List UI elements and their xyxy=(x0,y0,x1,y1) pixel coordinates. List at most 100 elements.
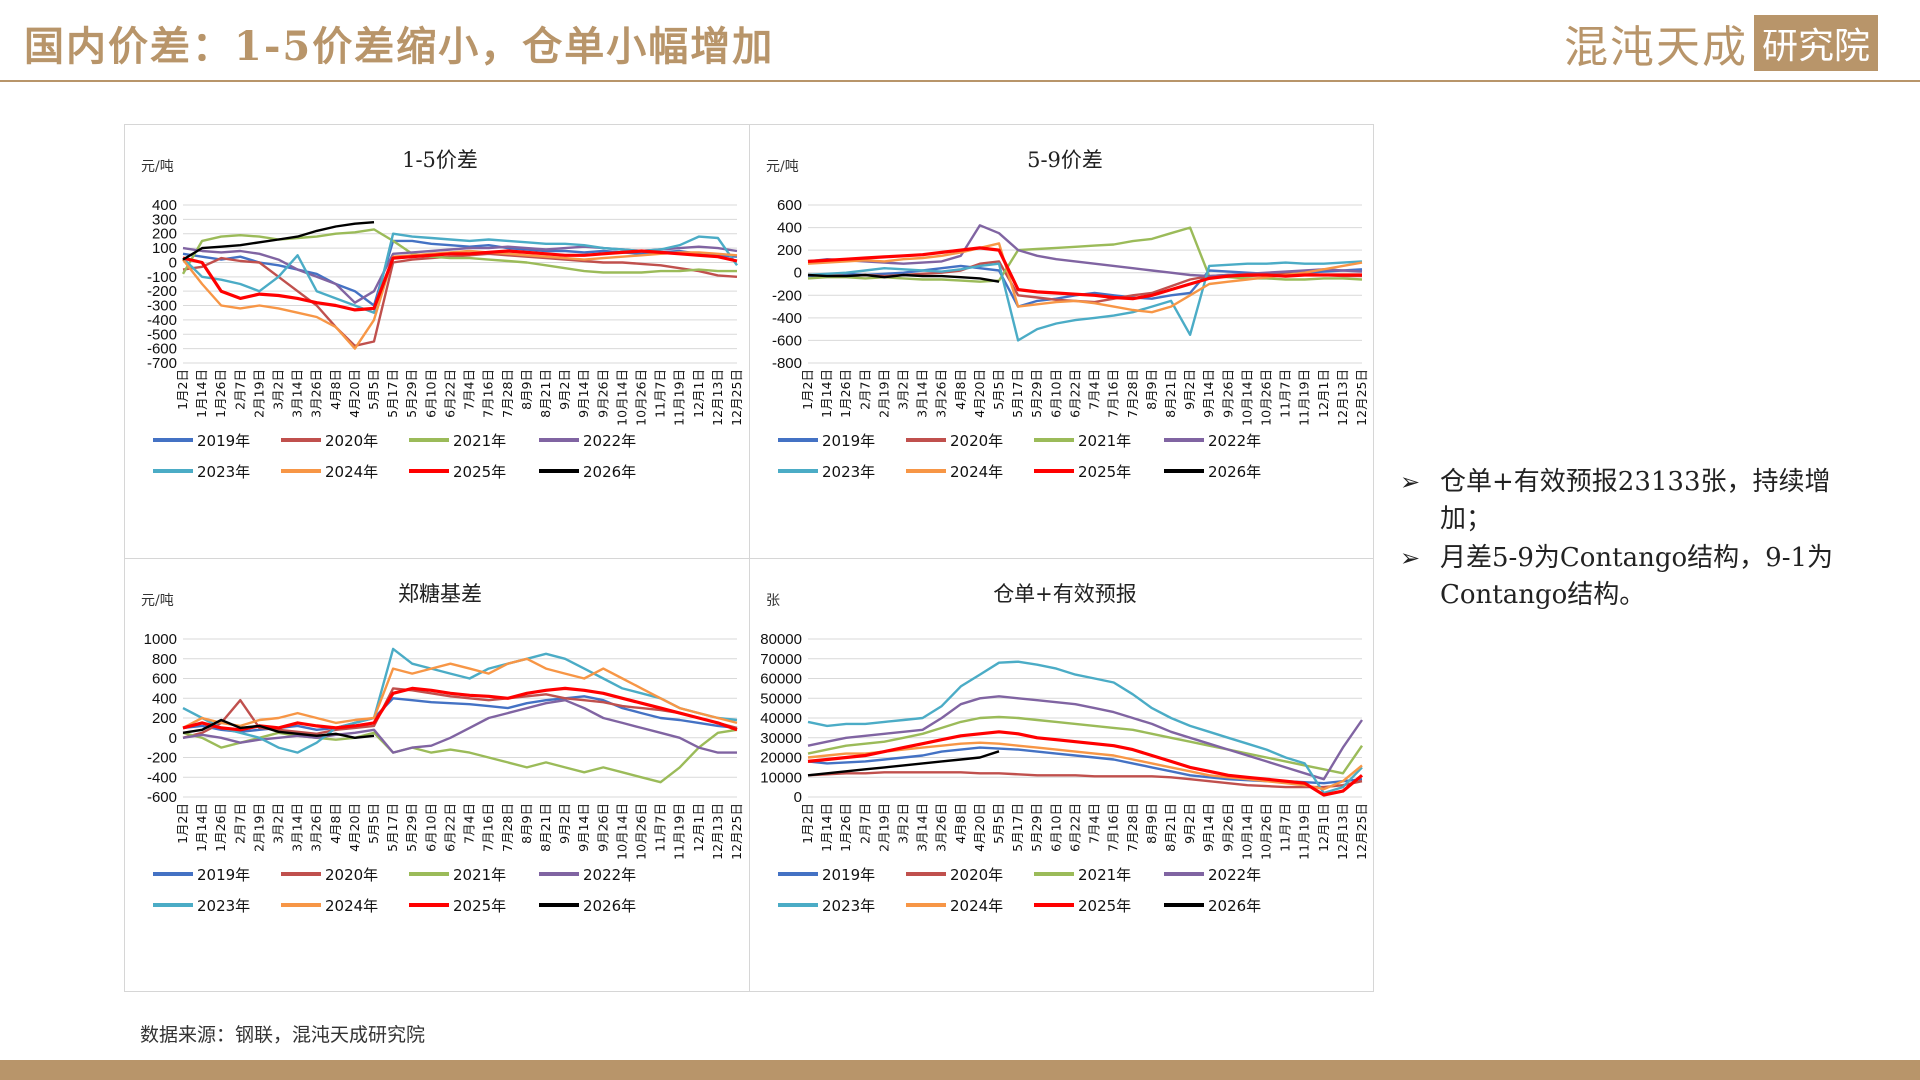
legend-label: 2020年 xyxy=(325,432,378,450)
footer-bar xyxy=(0,1060,1920,1080)
x-tick-label: 4月20日 xyxy=(972,803,987,852)
x-tick-label: 12月13日 xyxy=(710,803,725,860)
series-line-2024 xyxy=(182,657,738,729)
page-title: 国内价差：1-5价差缩小，仓单小幅增加 xyxy=(24,23,775,70)
y-tick-label: -400 xyxy=(147,312,177,329)
x-tick-label: 5月17日 xyxy=(385,803,400,852)
y-tick-label: 200 xyxy=(777,242,802,259)
legend-label: 2019年 xyxy=(822,432,875,450)
x-tick-label: 10月14日 xyxy=(614,369,629,426)
x-tick-label: 5月5日 xyxy=(991,803,1006,844)
series-line-2021 xyxy=(807,715,1363,775)
x-tick-label: 9月26日 xyxy=(595,369,610,418)
y-tick-label: 200 xyxy=(152,710,177,727)
series-line-2020 xyxy=(182,687,738,739)
x-tick-label: 10月14日 xyxy=(1239,803,1254,860)
series-line-2025 xyxy=(182,249,738,312)
series-line-2021 xyxy=(182,728,738,784)
x-tick-label: 9月2日 xyxy=(557,803,572,844)
x-tick-label: 7月28日 xyxy=(500,369,515,418)
series-line-2023 xyxy=(807,260,1363,342)
x-tick-label: 12月25日 xyxy=(729,369,744,426)
x-tick-label: 12月13日 xyxy=(710,369,725,426)
y-tick-label: 300 xyxy=(152,211,177,228)
x-tick-label: 7月16日 xyxy=(1106,803,1121,852)
y-tick-label: 10000 xyxy=(760,769,802,786)
chart-title: 仓单+有效预报 xyxy=(993,582,1137,606)
x-tick-label: 1月26日 xyxy=(838,803,853,852)
x-tick-label: 1月14日 xyxy=(819,369,834,418)
series-line-2024 xyxy=(182,249,738,350)
x-tick-label: 6月10日 xyxy=(1048,369,1063,418)
x-tick-label: 6月22日 xyxy=(1067,803,1082,852)
legend-label: 2023年 xyxy=(822,463,875,481)
series-line-2025 xyxy=(807,246,1362,301)
x-tick-label: 7月16日 xyxy=(1106,369,1121,418)
x-tick-label: 1月26日 xyxy=(838,369,853,418)
y-tick-label: 40000 xyxy=(760,710,802,727)
logo-box: 研究院 xyxy=(1753,15,1878,71)
x-tick-label: 12月1日 xyxy=(1316,369,1331,418)
y-tick-label: -500 xyxy=(147,326,177,343)
legend-label: 2022年 xyxy=(583,432,636,450)
y-tick-label: 600 xyxy=(152,671,177,688)
x-tick-label: 7月16日 xyxy=(481,803,496,852)
y-tick-label: -200 xyxy=(772,287,802,304)
x-tick-label: 2月19日 xyxy=(251,369,266,418)
y-tick-label: -200 xyxy=(147,283,177,300)
x-tick-label: 4月8日 xyxy=(953,369,968,410)
x-tick-label: 1月2日 xyxy=(800,369,815,410)
panel-divider-horizontal xyxy=(125,558,1373,559)
x-tick-label: 5月5日 xyxy=(366,369,381,410)
x-tick-label: 12月25日 xyxy=(729,803,744,860)
x-tick-label: 1月14日 xyxy=(819,803,834,852)
series-line-2022 xyxy=(807,695,1363,781)
legend-label: 2023年 xyxy=(197,897,250,915)
x-tick-label: 9月26日 xyxy=(595,803,610,852)
x-tick-label: 5月29日 xyxy=(1029,369,1044,418)
unit-label: 张 xyxy=(766,593,780,609)
arrow-bullet-icon: ➢ xyxy=(1400,544,1421,572)
x-tick-label: 2月19日 xyxy=(251,803,266,852)
x-tick-label: 12月25日 xyxy=(1354,803,1369,860)
x-tick-label: 3月14日 xyxy=(915,369,930,418)
x-tick-label: 10月14日 xyxy=(614,803,629,860)
x-tick-label: 8月9日 xyxy=(1144,369,1159,410)
x-tick-label: 5月17日 xyxy=(385,369,400,418)
y-tick-label: 30000 xyxy=(760,730,802,747)
chart-title: 5-9价差 xyxy=(1027,148,1103,172)
x-tick-label: 3月2日 xyxy=(896,803,911,844)
x-tick-label: 1月26日 xyxy=(213,803,228,852)
y-tick-label: 400 xyxy=(152,197,177,214)
note-text: 月差5-9为Contango结构，9-1为Contango结构。 xyxy=(1440,543,1834,610)
x-tick-label: 8月21日 xyxy=(1163,803,1178,852)
x-tick-label: 10月26日 xyxy=(1258,369,1273,426)
legend-label: 2025年 xyxy=(1078,897,1131,915)
unit-label: 元/吨 xyxy=(766,159,799,175)
legend-label: 2025年 xyxy=(1078,463,1131,481)
y-tick-label: -200 xyxy=(147,750,177,767)
chart-title: 郑糖基差 xyxy=(398,582,482,606)
series-line-2026 xyxy=(807,273,1000,283)
y-tick-label: -100 xyxy=(147,269,177,286)
x-tick-label: 11月7日 xyxy=(653,369,668,418)
series-line-2025 xyxy=(182,686,738,732)
legend-label: 2022年 xyxy=(1208,866,1261,884)
x-tick-label: 10月26日 xyxy=(633,369,648,426)
x-tick-label: 7月4日 xyxy=(462,803,477,844)
chart-panel-spread-5-9: 5-9价差 元/吨 600 400 200 0 -200 -400 -600 -800 1月2日 1月… xyxy=(750,125,1374,558)
x-tick-label: 12月25日 xyxy=(1354,369,1369,426)
arrow-bullet-icon: ➢ xyxy=(1400,468,1421,496)
legend-label: 2021年 xyxy=(453,866,506,884)
x-tick-label: 10月14日 xyxy=(1239,369,1254,426)
legend-label: 2020年 xyxy=(950,866,1003,884)
y-tick-label: 80000 xyxy=(760,631,802,648)
x-tick-label: 9月14日 xyxy=(1201,369,1216,418)
x-tick-label: 4月8日 xyxy=(328,369,343,410)
y-tick-label: 0 xyxy=(169,730,177,747)
y-tick-label: 50000 xyxy=(760,690,802,707)
x-tick-label: 11月7日 xyxy=(653,803,668,852)
x-tick-label: 8月21日 xyxy=(1163,369,1178,418)
legend-label: 2020年 xyxy=(325,866,378,884)
x-tick-label: 9月14日 xyxy=(576,369,591,418)
